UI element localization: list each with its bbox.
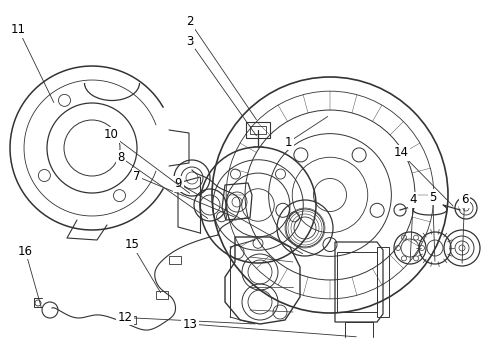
Text: 3: 3 bbox=[185, 35, 193, 48]
Bar bbox=[336, 252, 376, 312]
Bar bbox=[245, 122, 269, 138]
Text: 9: 9 bbox=[174, 177, 182, 190]
Text: 11: 11 bbox=[11, 23, 26, 36]
Bar bbox=[124, 316, 136, 324]
Text: 1: 1 bbox=[284, 136, 292, 149]
Bar bbox=[156, 291, 168, 299]
Bar bbox=[249, 126, 265, 134]
Text: 13: 13 bbox=[182, 318, 197, 330]
Text: 2: 2 bbox=[185, 15, 193, 28]
Text: 14: 14 bbox=[393, 147, 407, 159]
Text: 8: 8 bbox=[117, 151, 125, 164]
Text: 6: 6 bbox=[460, 193, 468, 206]
Text: 16: 16 bbox=[18, 245, 33, 258]
Text: 4: 4 bbox=[408, 193, 416, 206]
Bar bbox=[376, 247, 388, 317]
Text: 10: 10 bbox=[104, 129, 119, 141]
Text: 12: 12 bbox=[117, 311, 132, 324]
Bar bbox=[169, 256, 181, 264]
Text: 15: 15 bbox=[124, 238, 139, 251]
Text: 5: 5 bbox=[428, 191, 436, 204]
Text: 7: 7 bbox=[133, 170, 141, 183]
